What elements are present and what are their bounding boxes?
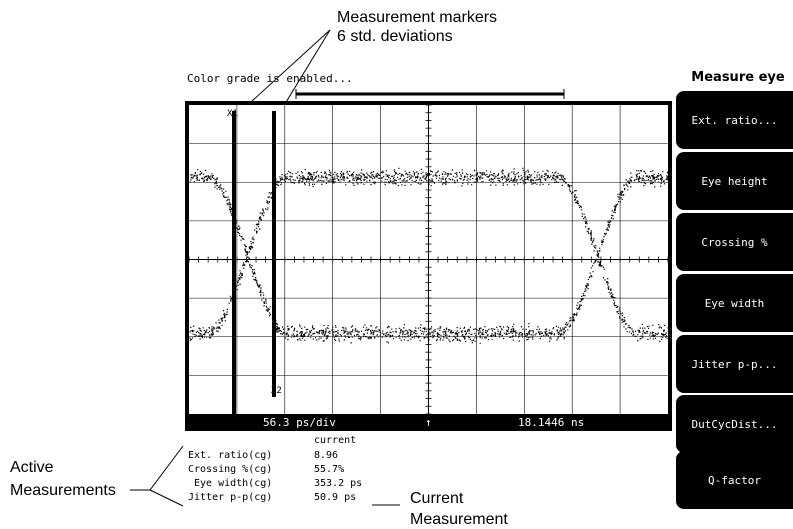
active-leader-lower <box>149 489 184 507</box>
delay-readout: 18.1446 ns <box>518 416 585 429</box>
graticule-grid <box>188 104 669 414</box>
softkey-crossing-percent[interactable]: Crossing % <box>676 213 793 271</box>
active-measurements-callout-line1: Active <box>10 459 54 476</box>
markers-callout-subtitle: 6 std. deviations <box>337 28 453 45</box>
trigger-indicator: ↑ <box>425 416 432 429</box>
markers-callout-title: Measurement markers <box>337 9 498 26</box>
active-leader <box>130 445 184 491</box>
softkey-q-factor[interactable]: Q-factor <box>676 451 793 509</box>
measurement-name: Eye width(cg) <box>194 478 273 489</box>
measurement-name: Ext. ratio(cg) <box>188 450 273 461</box>
current-measurement-callout-line1: Current <box>410 490 464 507</box>
measurements-header: current <box>314 435 357 446</box>
measurement-name: Jitter p-p(cg) <box>188 492 273 503</box>
current-measurement-callout-line2: Measurement <box>410 511 508 528</box>
softkey-eye-height[interactable]: Eye height <box>676 152 793 210</box>
marker-x1-label: X1 <box>227 109 238 119</box>
scope-status-bar: 56.3 ps/div ↑ 18.1446 ns <box>185 414 672 431</box>
softkey-duty-cycle-distortion[interactable]: DutCycDist... <box>676 395 793 453</box>
marker-lines <box>232 111 276 414</box>
measurement-value: 8.96 <box>314 450 339 461</box>
softkey-ext-ratio[interactable]: Ext. ratio... <box>676 91 793 149</box>
menu-title: Measure eye <box>691 70 785 85</box>
measurement-value: 50.9 ps <box>314 492 357 503</box>
measurement-name: Crossing %(cg) <box>188 464 273 475</box>
measurement-span-bar <box>295 89 565 99</box>
eye-diagram-plot: X1 X2 <box>185 101 672 414</box>
measurement-value: 353.2 ps <box>314 478 363 489</box>
timebase-readout: 56.3 ps/div <box>263 416 336 429</box>
measurement-value: 55.7% <box>314 464 345 475</box>
marker-x2-label: X2 <box>271 386 282 396</box>
scope-display[interactable]: X1 X2 <box>185 101 672 431</box>
softkey-jitter-pp[interactable]: Jitter p-p... <box>676 335 793 393</box>
active-measurements-callout-line2: Measurements <box>10 482 116 499</box>
softkey-eye-width[interactable]: Eye width <box>676 274 793 332</box>
status-message: Color grade is enabled... <box>187 72 353 85</box>
